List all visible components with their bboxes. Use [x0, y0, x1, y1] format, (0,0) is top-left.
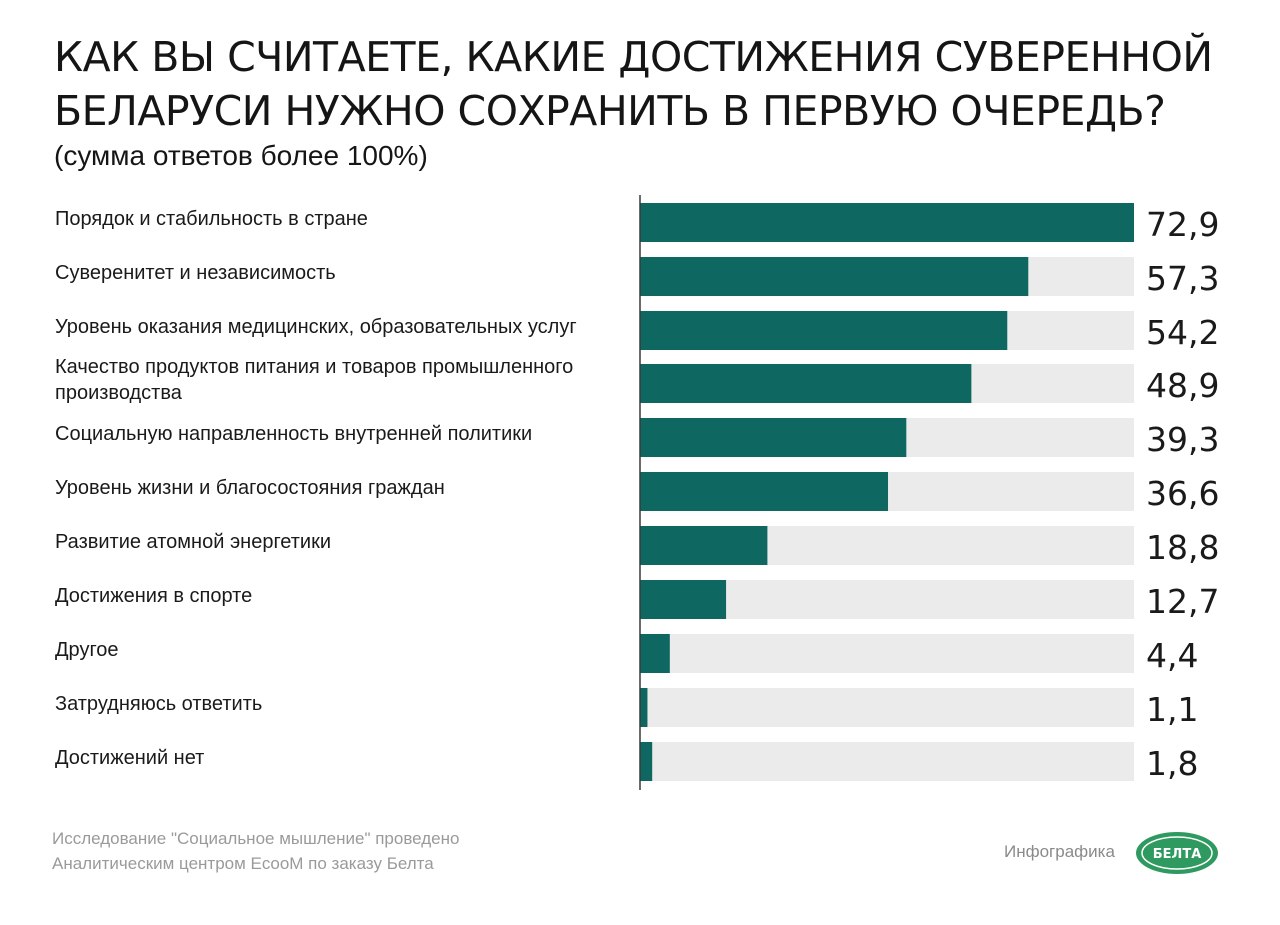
- bar: [640, 311, 1008, 350]
- value-label: 18,8: [1146, 528, 1219, 567]
- value-label: 4,4: [1146, 636, 1198, 675]
- value-label: 1,8: [1146, 744, 1198, 783]
- bar-track: [640, 634, 1134, 673]
- belta-logo-text: БЕЛТА: [1153, 847, 1202, 862]
- infographic-credit: Инфографика: [1004, 842, 1115, 861]
- bar: [640, 418, 907, 457]
- value-label: 1,1: [1146, 690, 1198, 729]
- bar: [640, 364, 972, 403]
- value-label: 39,3: [1146, 420, 1219, 459]
- chart-title: КАК ВЫ СЧИТАЕТЕ, КАКИЕ ДОСТИЖЕНИЯ СУВЕРЕ…: [54, 33, 1213, 135]
- bar: [640, 526, 768, 565]
- bar-track: [640, 742, 1134, 781]
- value-label: 48,9: [1146, 366, 1219, 405]
- chart-subtitle: (сумма ответов более 100%): [54, 140, 428, 171]
- source-note-line-1: Исследование "Социальное мышление" прове…: [52, 829, 460, 848]
- bar: [640, 580, 727, 619]
- bar: [640, 634, 670, 673]
- bar: [640, 688, 648, 727]
- category-label: Уровень оказания медицинских, образовате…: [55, 315, 577, 338]
- category-label: Социальную направленность внутренней пол…: [55, 422, 533, 445]
- category-label: Суверенитет и независимость: [55, 261, 336, 284]
- category-label: Уровень жизни и благосостояния граждан: [55, 476, 445, 499]
- belta-logo: БЕЛТА: [1136, 832, 1218, 874]
- category-label: Порядок и стабильность в стране: [55, 207, 368, 230]
- value-label: 54,2: [1146, 313, 1219, 352]
- category-label: Качество продуктов питания и товаров про…: [55, 355, 574, 404]
- value-label: 72,9: [1146, 205, 1219, 244]
- category-label: Достижения в спорте: [55, 584, 253, 607]
- category-label: Достижений нет: [55, 746, 205, 769]
- value-label: 57,3: [1146, 259, 1219, 298]
- category-label: Другое: [55, 638, 119, 661]
- bar: [640, 203, 1134, 242]
- bar: [640, 742, 653, 781]
- source-note-line-2: Аналитическим центром EcooM по заказу Бе…: [52, 854, 434, 873]
- bar-track: [640, 688, 1134, 727]
- value-label: 36,6: [1146, 474, 1219, 513]
- value-label: 12,7: [1146, 582, 1219, 621]
- bar: [640, 472, 889, 511]
- category-label: Затрудняюсь ответить: [55, 692, 263, 715]
- bar: [640, 257, 1029, 296]
- category-label: Развитие атомной энергетики: [55, 530, 332, 553]
- source-note: Исследование "Социальное мышление" прове…: [52, 826, 459, 876]
